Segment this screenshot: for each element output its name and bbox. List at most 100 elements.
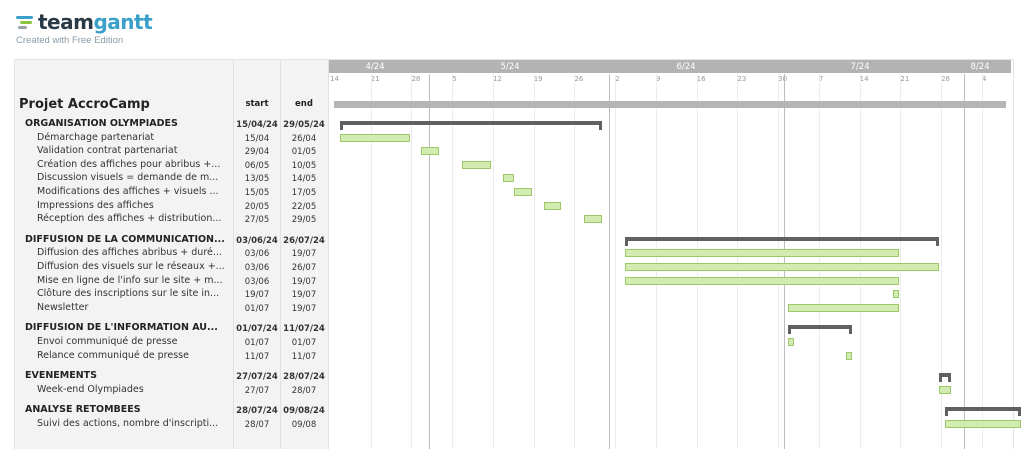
- month-label: 4/24: [365, 62, 385, 72]
- task-end-date: 29/05: [291, 215, 317, 226]
- task-start-date: 03/06: [244, 276, 270, 287]
- group-label: DIFFUSION DE LA COMMUNICATION...: [25, 233, 225, 245]
- week-gridline: [859, 74, 861, 449]
- teamgantt-logo: teamgantt: [16, 10, 153, 34]
- group-start-date: 15/04/24: [236, 120, 278, 130]
- task-bar[interactable]: [939, 385, 951, 394]
- week-gridline: [778, 74, 780, 449]
- task-bar[interactable]: [462, 160, 492, 169]
- day-tick-label: 14: [859, 75, 869, 83]
- week-gridline: [981, 74, 983, 449]
- day-tick-label: 9: [655, 75, 661, 83]
- group-summary-bar[interactable]: [945, 407, 1021, 417]
- task-end-date: 19/07: [291, 303, 317, 314]
- task-start-date: 19/07: [244, 290, 270, 301]
- day-tick-label: 12: [492, 75, 502, 83]
- task-bar[interactable]: [421, 147, 439, 156]
- start-column-divider: [233, 59, 234, 449]
- project-title: Projet AccroCamp: [19, 97, 150, 112]
- group-end-date: 09/08/24: [283, 406, 325, 417]
- task-bar[interactable]: [543, 201, 561, 210]
- task-bar[interactable]: [339, 133, 410, 142]
- task-label: Discussion visuels = demande de m...: [37, 172, 219, 184]
- week-gridline: [941, 74, 943, 449]
- group-summary-bar[interactable]: [625, 236, 940, 246]
- task-bar[interactable]: [945, 420, 1021, 428]
- week-gridline: [370, 74, 372, 449]
- task-end-date: 19/07: [291, 249, 317, 260]
- group-summary-bar[interactable]: [339, 121, 602, 130]
- task-end-date: 22/05: [291, 201, 317, 212]
- day-tick-label: 2: [615, 75, 620, 83]
- month-header-bar: [329, 60, 1011, 73]
- start-column-header: start: [245, 99, 269, 109]
- day-tick-label: 14: [330, 75, 339, 83]
- week-gridline: [737, 74, 739, 449]
- group-summary-bar[interactable]: [787, 325, 852, 335]
- teamgantt-logo-icon: [16, 13, 34, 31]
- group-end-date: 26/07/24: [283, 235, 325, 246]
- task-bar[interactable]: [787, 303, 899, 312]
- task-start-date: 27/07: [244, 385, 270, 396]
- task-bar[interactable]: [625, 263, 940, 271]
- month-gridline: [609, 74, 611, 449]
- group-label: EVENEMENTS: [25, 370, 97, 382]
- group-start-date: 03/06/24: [236, 235, 278, 246]
- group-label: ORGANISATION OLYMPIADES: [25, 118, 178, 129]
- week-gridline: [655, 74, 657, 449]
- task-start-date: 15/04: [244, 133, 270, 144]
- edition-tagline: Created with Free Edition: [16, 35, 124, 46]
- group-label: DIFFUSION DE L'INFORMATION AU...: [25, 322, 218, 334]
- project-summary-bar[interactable]: [334, 101, 1006, 108]
- task-label: Impressions des affiches: [37, 199, 154, 211]
- task-label: Diffusion des visuels sur le réseaux +..…: [37, 261, 225, 272]
- task-start-date: 13/05: [244, 174, 270, 185]
- task-end-date: 09/08: [291, 420, 317, 430]
- task-bar[interactable]: [625, 249, 899, 258]
- day-tick-label: 19: [533, 75, 543, 83]
- task-label: Modifications des affiches + visuels ...: [37, 186, 219, 197]
- day-tick-label: 26: [574, 75, 584, 83]
- task-label: Mise en ligne de l'info sur le site + m.…: [37, 274, 223, 286]
- task-bar[interactable]: [625, 276, 899, 285]
- task-label: Suivi des actions, nombre d'inscripti...: [37, 418, 219, 429]
- week-gridline: [492, 74, 494, 449]
- day-tick-label: 28: [941, 75, 951, 83]
- day-tick-label: 21: [900, 75, 910, 83]
- task-label: Envoi communiqué de presse: [37, 336, 178, 347]
- week-gridline: [452, 74, 454, 449]
- month-gridline: [783, 74, 785, 449]
- timeline-divider: [328, 59, 329, 449]
- group-end-date: 11/07/24: [283, 324, 325, 335]
- task-start-date: 27/05: [244, 215, 270, 226]
- task-start-date: 20/05: [244, 201, 270, 212]
- group-summary-bar[interactable]: [939, 373, 951, 383]
- day-tick-label: 5: [452, 75, 457, 83]
- task-end-date: 19/07: [291, 276, 317, 287]
- task-bar[interactable]: [514, 188, 532, 196]
- task-start-date: 03/06: [244, 263, 270, 273]
- task-bar[interactable]: [502, 174, 515, 183]
- logo-wordmark: teamgantt: [38, 10, 153, 34]
- task-bar[interactable]: [892, 290, 899, 299]
- group-label: ANALYSE RETOMBEES: [25, 404, 141, 416]
- task-end-date: 26/07: [291, 263, 317, 273]
- task-end-date: 19/07: [291, 290, 317, 301]
- task-bar[interactable]: [787, 338, 794, 346]
- task-bar[interactable]: [584, 215, 602, 224]
- month-gridline: [428, 74, 430, 449]
- task-bar[interactable]: [846, 351, 853, 360]
- end-column-header: end: [295, 99, 313, 109]
- day-tick-label: 30: [778, 75, 788, 83]
- week-gridline: [615, 74, 617, 449]
- task-label: Validation contrat partenariat: [37, 145, 178, 157]
- week-gridline: [574, 74, 576, 449]
- group-start-date: 01/07/24: [236, 324, 278, 335]
- end-column-divider: [280, 59, 281, 449]
- task-list-panel: [14, 59, 328, 449]
- task-start-date: 29/04: [244, 147, 270, 158]
- day-tick-label: 16: [696, 75, 706, 83]
- task-start-date: 28/07: [244, 420, 270, 430]
- week-gridline: [818, 74, 820, 449]
- logo-team-text: team: [38, 10, 94, 34]
